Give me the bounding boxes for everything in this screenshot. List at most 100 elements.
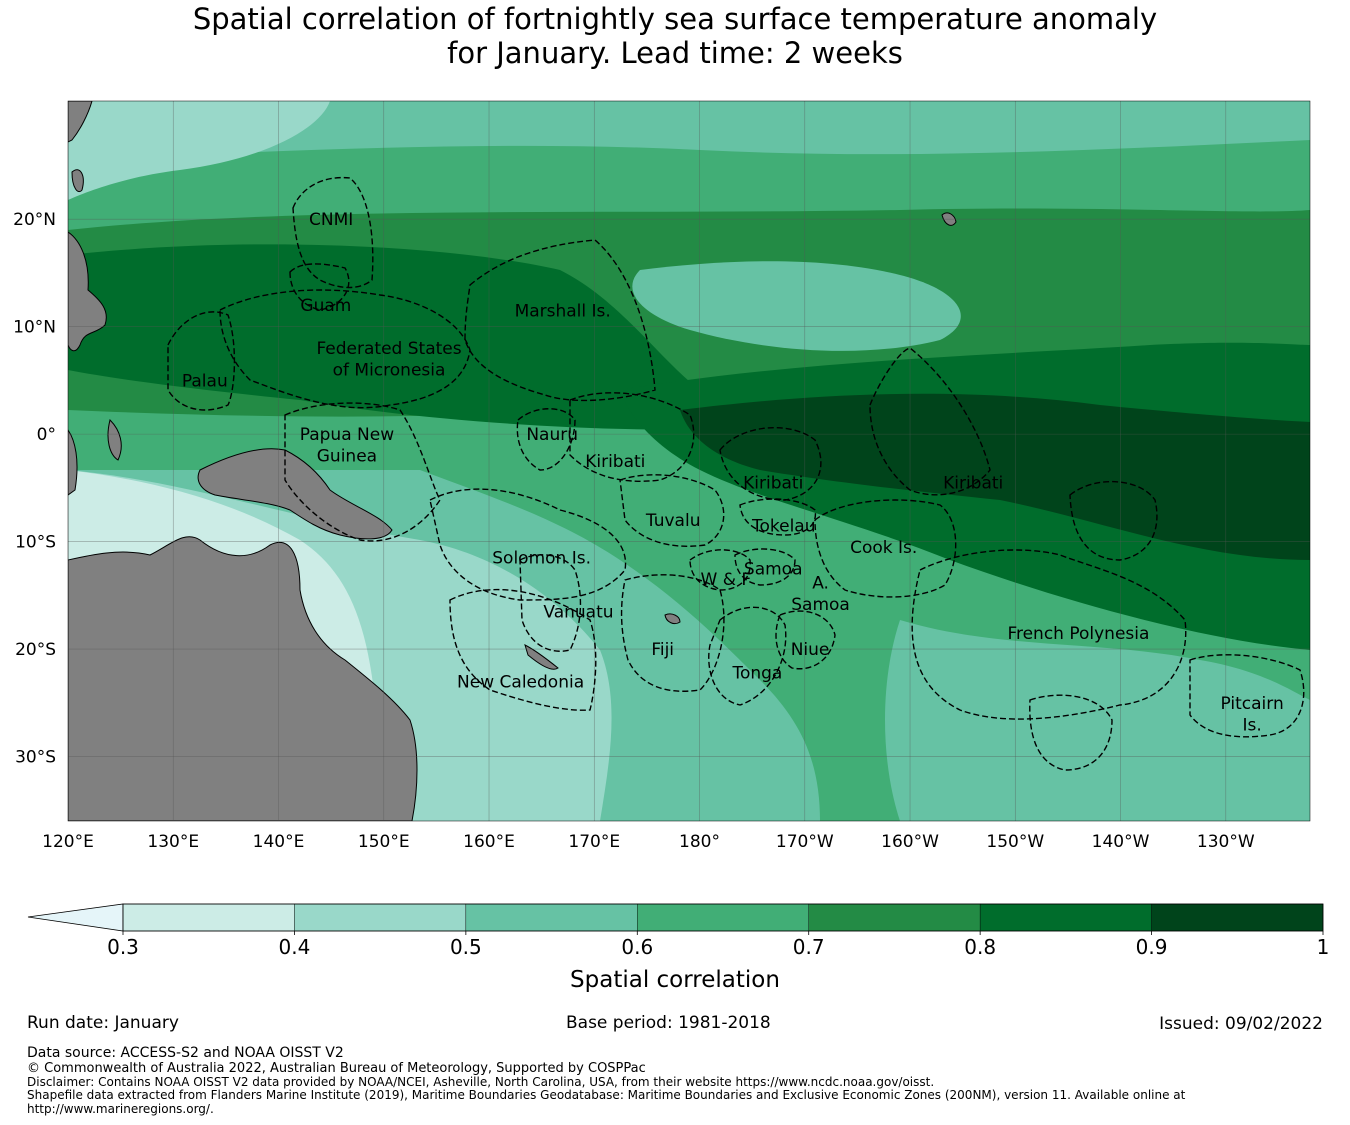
region-label: Tokelau (751, 516, 816, 536)
eez-tuvalu (619, 474, 725, 547)
colorbar-tick-label: 0.4 (279, 935, 311, 959)
eez-niue (775, 610, 836, 670)
colorbar-bin (465, 903, 638, 932)
lon-tick-label: 130°E (147, 832, 199, 852)
eez-nauru (516, 408, 576, 471)
colorbar-tick-label: 0.5 (450, 935, 482, 959)
copyright: © Commonwealth of Australia 2022, Austra… (27, 1061, 646, 1076)
shapefile-url: http://www.marineregions.org/. (27, 1102, 214, 1116)
region-label: Papua New (300, 425, 394, 445)
region-label: Guam (300, 296, 351, 316)
lon-tick-label: 180° (679, 832, 720, 852)
colorbar-frame (122, 903, 1324, 932)
region-label: CNMI (309, 210, 353, 230)
band-north-0.6 (68, 101, 1310, 160)
colorbar-bin (637, 903, 809, 932)
colorbar-bin (1151, 903, 1324, 932)
lon-tick-label: 160°W (881, 832, 939, 852)
lat-tick-label: 10°S (15, 533, 56, 553)
run-date: Run date: January (27, 1013, 179, 1033)
gridlines (68, 101, 1310, 821)
longitude-tick-labels: 120°E 130°E 140°E 150°E 160°E 170°E 180° 170°W 1… (42, 832, 1255, 852)
chart-title-line-2: for January. Lead time: 2 weeks (447, 36, 903, 70)
region-label: Niue (791, 640, 830, 660)
region-label: A. (812, 573, 829, 593)
region-label: Fiji (651, 640, 674, 660)
lon-tick-label: 150°E (358, 832, 410, 852)
colorbar-title: Spatial correlation (570, 967, 780, 993)
lon-tick-label: 140°W (1092, 832, 1150, 852)
region-label: Samoa (791, 595, 850, 615)
region-label: Marshall Is. (515, 302, 611, 322)
band-equator-0.9 (680, 393, 1310, 560)
colorbar-tick-label: 0.8 (964, 935, 996, 959)
data-source: Data source: ACCESS-S2 and NOAA OISST V2 (27, 1045, 344, 1061)
region-label: New Caledonia (457, 672, 584, 692)
lon-tick-label: 170°W (776, 832, 834, 852)
region-label: Tuvalu (645, 511, 701, 531)
region-label: French Polynesia (1007, 624, 1149, 644)
region-label: Guinea (317, 447, 377, 467)
colorbar-tick-label: 0.6 (621, 935, 653, 959)
colorbar-extend-arrow (27, 903, 124, 932)
eez-tonga (708, 606, 787, 706)
asia-landmass (68, 101, 93, 143)
region-label: Tonga (731, 664, 782, 684)
lon-tick-label: 150°W (986, 832, 1044, 852)
region-label: of Micronesia (333, 361, 446, 381)
eez-marquesas (1069, 480, 1158, 561)
colorbar-tick-label: 0.3 (107, 935, 139, 959)
region-label: Is. (1242, 715, 1261, 735)
lon-tick-label: 170°E (568, 832, 620, 852)
eez-french-polynesia (911, 549, 1187, 720)
colorbar-bin (294, 903, 467, 932)
region-label: Solomon Is. (492, 549, 591, 569)
chart-title-line-1: Spatial correlation of fortnightly sea s… (192, 2, 1158, 36)
eez-new-caledonia (449, 588, 597, 711)
colorbar-tick-label: 0.9 (1136, 935, 1168, 959)
lon-tick-label: 130°W (1197, 832, 1255, 852)
eez-fsm (219, 289, 471, 409)
region-label: Kiribati (943, 473, 1003, 493)
latitude-tick-labels: 20°N 10°N 0° 10°S 20°S 30°S (13, 210, 56, 767)
lat-tick-label: 10°N (13, 318, 56, 338)
issued-date: Issued: 09/02/2022 (1159, 1014, 1323, 1034)
colorbar-tick-label: 1 (1317, 935, 1330, 959)
eez-fiji (620, 574, 725, 692)
lon-tick-label: 160°E (463, 832, 515, 852)
lat-tick-label: 20°S (15, 640, 56, 660)
map-frame (67, 100, 1311, 822)
eez-kiribati-line (869, 347, 991, 496)
colorbar-ticks: 0.3 0.4 0.5 0.6 0.7 0.8 0.9 1 (107, 931, 1329, 959)
region-label: Samoa (744, 559, 803, 579)
eez-kiribati-gilbert (569, 392, 695, 482)
eez-cook (814, 499, 957, 598)
disclaimer: Disclaimer: Contains NOAA OISST V2 data … (27, 1075, 935, 1089)
region-label: Federated States (316, 339, 461, 359)
region-label: Cook Is. (850, 538, 917, 558)
eez-guam (289, 263, 350, 311)
shapefile-credit: Shapefile data extracted from Flanders M… (27, 1088, 1186, 1102)
eez-tokelau (739, 498, 817, 536)
lat-tick-label: 20°N (13, 210, 56, 230)
eez-samoa (734, 548, 796, 586)
fiji-landmass (664, 613, 681, 625)
region-label: Kiribati (585, 452, 645, 472)
lat-tick-label: 30°S (15, 748, 56, 768)
colorbar: 0.3 0.4 0.5 0.6 0.7 0.8 0.9 1 Spatial correlati… (27, 903, 1329, 993)
region-label: Nauru (526, 425, 578, 445)
lat-tick-label: 0° (37, 425, 56, 445)
region-label: Palau (182, 371, 228, 391)
region-label: W & F (701, 570, 752, 590)
chart-title: Spatial correlation of fortnightly sea s… (0, 2, 1350, 70)
region-label: Kiribati (743, 473, 803, 493)
band-southeast-0.6 (885, 620, 1310, 821)
band-northwest-0.4 (68, 101, 330, 200)
eez-cnmi (292, 176, 374, 289)
new-caledonia-landmass (524, 644, 559, 670)
band-hawaii-0.6 (632, 261, 961, 351)
region-label: Vanuatu (543, 602, 613, 622)
lon-tick-label: 120°E (42, 832, 94, 852)
